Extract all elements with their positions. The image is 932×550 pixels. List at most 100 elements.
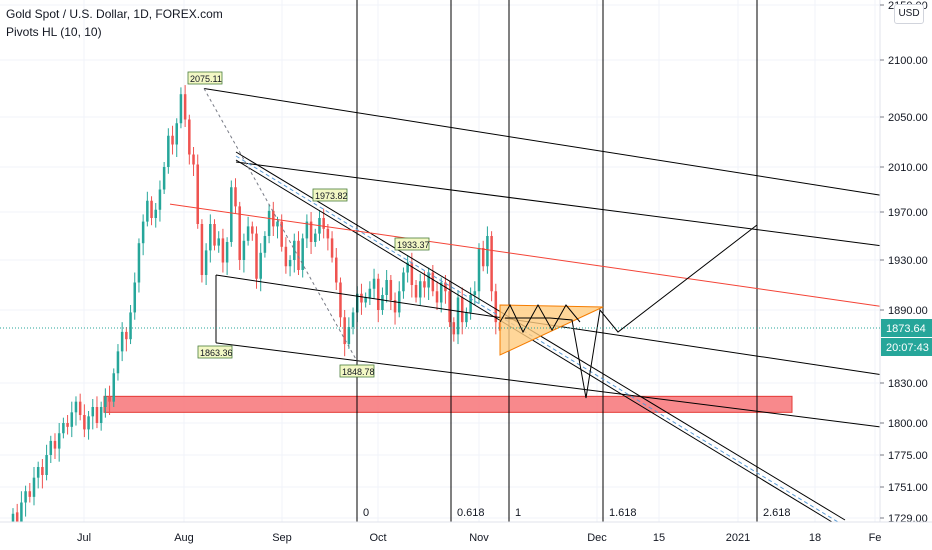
regression-line — [169, 203, 881, 307]
candle-body — [200, 224, 204, 275]
candle-body — [108, 396, 111, 402]
candle-body — [66, 423, 69, 427]
candle-body — [301, 238, 304, 270]
candle-body — [162, 167, 166, 190]
candle-body — [351, 312, 355, 328]
candle-body — [406, 262, 409, 273]
candle-body — [293, 240, 296, 260]
price-tick-label: 2010.00 — [888, 162, 928, 174]
candle-body — [154, 209, 158, 218]
pivot-label: 1973.82 — [315, 191, 348, 201]
time-tick-label: 2021 — [726, 532, 750, 544]
candle-body — [91, 407, 95, 417]
candle-body — [360, 293, 363, 303]
pivot-label-box — [394, 237, 430, 251]
candle-body — [137, 243, 141, 283]
candle-body — [150, 200, 153, 218]
drawings — [169, 0, 881, 523]
candle-body — [397, 291, 401, 313]
candle-body — [435, 291, 439, 303]
time-tick-label: Fe — [869, 532, 882, 544]
candle-body — [11, 513, 15, 524]
candle-body — [280, 221, 283, 247]
countdown-badge — [881, 338, 932, 356]
price-tick-label: 1890.00 — [888, 305, 928, 317]
price-axis — [880, 0, 932, 550]
candle-body — [335, 257, 338, 283]
candle-body — [49, 440, 53, 455]
candle-body — [326, 228, 330, 239]
chart-grid — [0, 0, 880, 522]
time-tick-label: Oct — [369, 532, 386, 544]
last-price-badge — [881, 319, 932, 337]
candle-body — [192, 154, 195, 165]
candle-body — [477, 248, 481, 292]
candle-body — [53, 440, 57, 449]
candle-body — [15, 512, 19, 528]
candle-body — [45, 455, 48, 475]
channel-midline — [235, 155, 839, 523]
candle-body — [431, 272, 435, 292]
candle-body — [234, 187, 237, 207]
time-tick-label: Jul — [77, 532, 91, 544]
candle-body — [246, 226, 250, 241]
countdown-label: 20:07:43 — [886, 342, 929, 354]
candle-body — [238, 206, 241, 260]
candle-body — [28, 491, 32, 497]
candle-body — [99, 407, 103, 423]
candle-body — [133, 282, 137, 313]
candle-body — [179, 94, 183, 124]
time-tick-label: 18 — [809, 532, 821, 544]
candle-body — [469, 295, 472, 313]
candle-body — [259, 252, 262, 279]
candle-body — [343, 317, 346, 345]
time-tick-label: Nov — [469, 532, 489, 544]
candle-body — [385, 280, 388, 295]
chart-zones — [103, 395, 793, 413]
candle-body — [481, 248, 485, 267]
candle-body — [83, 415, 86, 430]
channel-line — [203, 88, 881, 196]
price-tick-label: 1751.00 — [888, 482, 928, 494]
candle-body — [87, 416, 90, 430]
price-tick-label: 2050.00 — [888, 112, 928, 124]
candle-body — [225, 242, 229, 263]
candle-body — [116, 351, 120, 374]
pivot-labels: 0 0.618 1 1.618 2.618 2075.11 1973.82 1933.37 18… — [187, 71, 791, 519]
candle-body — [158, 189, 162, 210]
price-tick-label: 1970.00 — [888, 207, 928, 219]
candle-body — [125, 331, 128, 340]
candle-body — [242, 240, 246, 260]
channel-line — [235, 161, 881, 247]
candle-body — [41, 467, 44, 475]
candle-body — [284, 246, 288, 267]
pivot-label: 1933.37 — [397, 240, 430, 250]
candle-body — [57, 433, 61, 449]
candle-body — [486, 236, 489, 267]
candle-body — [183, 94, 187, 120]
candle-body — [389, 280, 393, 300]
candle-body — [217, 238, 220, 246]
currency-badge[interactable]: USD — [894, 4, 924, 24]
candle-body — [20, 502, 23, 528]
candle-body — [95, 407, 99, 423]
candle-body — [423, 281, 426, 288]
candle-body — [309, 221, 313, 242]
price-tick-label: 1775.00 — [888, 450, 928, 462]
indicator-legend[interactable]: Pivots HL (10, 10) — [6, 25, 102, 39]
candle-body — [129, 312, 132, 340]
candle-body — [196, 164, 199, 224]
candles — [11, 85, 502, 540]
pivot-label-box — [339, 364, 375, 378]
candle-body — [288, 260, 292, 267]
price-tick-label: 1830.00 — [888, 378, 928, 390]
candle-body — [221, 238, 225, 263]
fib-time-label: 0.618 — [457, 507, 485, 519]
candle-body — [456, 297, 460, 335]
fib-time-label: 1 — [515, 507, 521, 519]
fib-time-label: 1.618 — [609, 507, 637, 519]
candle-body — [70, 412, 74, 427]
symbol-legend[interactable]: Gold Spot / U.S. Dollar, 1D, FOREX.com — [6, 7, 223, 21]
candle-body — [297, 240, 300, 270]
